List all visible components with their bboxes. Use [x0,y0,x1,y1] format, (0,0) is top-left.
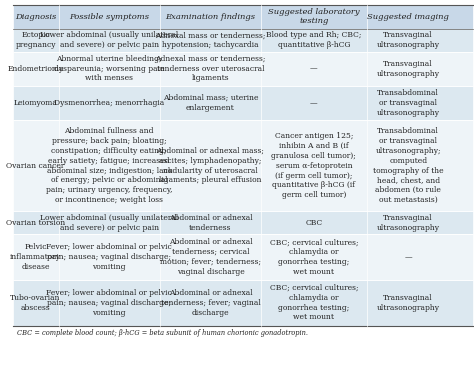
Text: Leiomyoma: Leiomyoma [14,99,57,107]
Text: Transvaginal
ultrasonography: Transvaginal ultrasonography [377,294,440,312]
Text: Transabdominal
or transvaginal
ultrasonography;
computed
tomography of the
head,: Transabdominal or transvaginal ultrasono… [373,127,444,204]
Text: —: — [310,99,318,107]
Text: —: — [404,253,412,261]
Text: Abdominal or adnexal
tenderness; fever; vaginal
discharge: Abdominal or adnexal tenderness; fever; … [161,289,260,316]
Text: Transvaginal
ultrasonography: Transvaginal ultrasonography [377,214,440,232]
Bar [13,86,473,120]
Text: Adnexal mass or tenderness;
hypotension; tachycardia: Adnexal mass or tenderness; hypotension;… [155,31,266,49]
Text: Endometrioma: Endometrioma [8,65,64,73]
Text: Ovarian cancer: Ovarian cancer [7,162,65,170]
Text: Lower abdominal (usually unilateral
and severe) or pelvic pain: Lower abdominal (usually unilateral and … [40,214,178,232]
Text: CBC = complete blood count; β-hCG = beta subunit of human chorionic gonadotropin: CBC = complete blood count; β-hCG = beta… [17,329,308,337]
Text: Abdominal or adnexal mass;
ascites; lymphadenopathy;
nodularity of uterosacral
l: Abdominal or adnexal mass; ascites; lymp… [156,147,264,184]
Bar [13,211,473,234]
Text: Examination findings: Examination findings [165,13,255,21]
Text: Fever; lower abdominal or pelvic
pain; nausea; vaginal discharge;
vomiting: Fever; lower abdominal or pelvic pain; n… [46,289,172,316]
Bar [13,29,473,51]
Text: —: — [310,65,318,73]
Text: Diagnosis: Diagnosis [15,13,56,21]
Text: Suggested laboratory
testing: Suggested laboratory testing [268,8,360,25]
Text: CBC; cervical cultures;
chlamydia or
gonorrhea testing;
wet mount: CBC; cervical cultures; chlamydia or gon… [270,284,358,321]
Text: Blood type and Rh; CBC;
quantitative β-hCG: Blood type and Rh; CBC; quantitative β-h… [266,31,362,49]
Text: Lower abdominal (usually unilateral
and severe) or pelvic pain: Lower abdominal (usually unilateral and … [40,31,178,49]
Text: Adnexal mass or tenderness;
tenderness over uterosacral
ligaments: Adnexal mass or tenderness; tenderness o… [155,55,266,83]
Text: Transvaginal
ultrasonography: Transvaginal ultrasonography [377,31,440,49]
Bar [13,5,473,29]
Text: Abdominal mass; uterine
enlargement: Abdominal mass; uterine enlargement [163,94,258,112]
Text: Pelvic
inflammatory
disease: Pelvic inflammatory disease [10,243,61,271]
Text: Abdominal or adnexal
tenderness: Abdominal or adnexal tenderness [169,214,252,232]
Text: Abdominal or adnexal
tenderness; cervical
motion; fever; tenderness;
vaginal dis: Abdominal or adnexal tenderness; cervica… [160,238,261,276]
Text: Cancer antigen 125;
inhibin A and B (if
granulosa cell tumor);
serum α-fetoprote: Cancer antigen 125; inhibin A and B (if … [272,132,356,199]
Text: CBC; cervical cultures;
chlamydia or
gonorrhea testing;
wet mount: CBC; cervical cultures; chlamydia or gon… [270,238,358,276]
Text: Transvaginal
ultrasonography: Transvaginal ultrasonography [377,60,440,77]
Bar [13,51,473,86]
Text: Suggested imaging: Suggested imaging [367,13,449,21]
Text: Ectopic
pregnancy: Ectopic pregnancy [15,31,56,49]
Text: Abdominal fullness and
pressure; back pain; bloating;
constipation; difficulty e: Abdominal fullness and pressure; back pa… [46,127,173,204]
Text: CBC: CBC [305,219,322,227]
Bar [13,234,473,280]
Text: Ovarian torsion: Ovarian torsion [6,219,65,227]
Bar [13,120,473,211]
Text: Possible symptoms: Possible symptoms [69,13,149,21]
Text: Transabdominal
or transvaginal
ultrasonography: Transabdominal or transvaginal ultrasono… [377,89,440,117]
Text: Abnormal uterine bleeding;
dyspareunia; worsening pain
with menses: Abnormal uterine bleeding; dyspareunia; … [54,55,164,83]
Text: Dysmenorrhea; menorrhagia: Dysmenorrhea; menorrhagia [54,99,164,107]
Text: Fever; lower abdominal or pelvic
pain; nausea; vaginal discharge;
vomiting: Fever; lower abdominal or pelvic pain; n… [46,243,172,271]
Bar [13,280,473,326]
Text: Tubo-ovarian
abscess: Tubo-ovarian abscess [10,294,61,312]
